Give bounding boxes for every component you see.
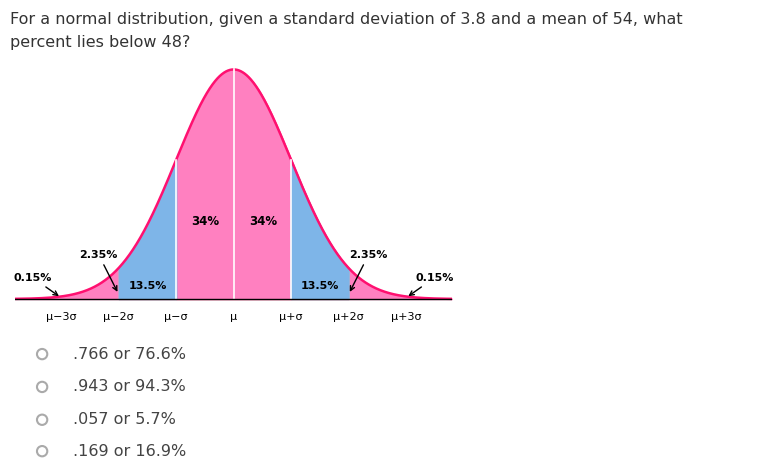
Text: μ−3σ: μ−3σ xyxy=(46,312,77,322)
Text: μ−σ: μ−σ xyxy=(165,312,188,322)
Text: μ: μ xyxy=(230,312,237,322)
Text: .169 or 16.9%: .169 or 16.9% xyxy=(73,444,186,459)
Text: percent lies below 48?: percent lies below 48? xyxy=(10,35,190,50)
Text: .057 or 5.7%: .057 or 5.7% xyxy=(73,412,175,427)
Text: μ+2σ: μ+2σ xyxy=(333,312,364,322)
Text: 0.15%: 0.15% xyxy=(13,272,57,295)
Text: 34%: 34% xyxy=(191,215,219,228)
Text: For a normal distribution, given a standard deviation of 3.8 and a mean of 54, w: For a normal distribution, given a stand… xyxy=(10,12,683,27)
Text: μ−2σ: μ−2σ xyxy=(103,312,134,322)
Text: .943 or 94.3%: .943 or 94.3% xyxy=(73,379,185,394)
Text: 2.35%: 2.35% xyxy=(80,250,118,290)
Text: 0.15%: 0.15% xyxy=(410,272,454,295)
Text: .766 or 76.6%: .766 or 76.6% xyxy=(73,347,186,362)
Text: μ+3σ: μ+3σ xyxy=(391,312,421,322)
Text: 34%: 34% xyxy=(250,215,277,228)
Text: 13.5%: 13.5% xyxy=(300,281,339,291)
Text: μ+σ: μ+σ xyxy=(280,312,303,322)
Text: 13.5%: 13.5% xyxy=(128,281,167,291)
Text: 2.35%: 2.35% xyxy=(349,250,388,290)
